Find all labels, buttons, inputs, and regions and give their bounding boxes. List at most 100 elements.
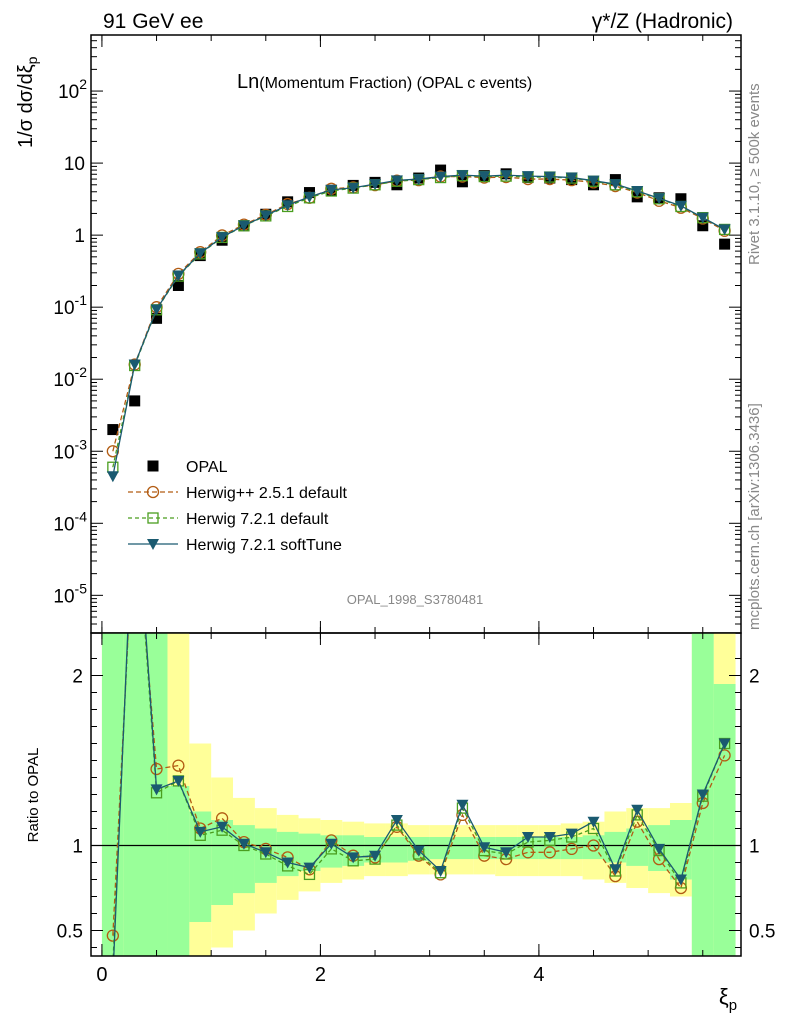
ratio-data-point xyxy=(587,839,600,852)
ratio-data-point xyxy=(565,828,578,840)
ratio-data-point xyxy=(325,838,338,850)
data-point xyxy=(521,171,534,183)
y-tick-label: 10-4 xyxy=(53,508,87,535)
y-tick-label: 10-5 xyxy=(53,580,87,607)
y-tick-label: 1 xyxy=(74,226,85,247)
data-point xyxy=(107,424,119,436)
data-point xyxy=(106,471,119,483)
data-point xyxy=(281,200,294,212)
data-point xyxy=(631,185,644,197)
ratio-y-tick-label-right: 0.5 xyxy=(749,922,775,943)
uncertainty-band-inner xyxy=(713,684,736,956)
legend-marker xyxy=(147,512,159,524)
ratio-data-point xyxy=(150,762,163,776)
y-tick-label: 10-3 xyxy=(53,436,87,463)
ratio-data-point xyxy=(674,874,687,886)
ratio-data-point xyxy=(150,784,163,796)
legend-entry: Herwig++ 2.5.1 default xyxy=(128,485,348,502)
data-point xyxy=(194,248,207,260)
ratio-plot-panel: 0.5 0.5 1 1 2 2 0 2 4 xyxy=(57,632,775,986)
analysis-watermark: OPAL_1998_S3780481 xyxy=(347,592,483,607)
x-axis-label: ξp xyxy=(719,984,737,1014)
data-point xyxy=(609,179,622,191)
ratio-data-point xyxy=(237,838,250,850)
plot-title: Ln(Momentum Fraction) (OPAL c events) xyxy=(237,71,532,93)
ratio-data-point xyxy=(412,845,425,857)
data-point xyxy=(434,171,447,183)
legend-label: OPAL xyxy=(186,459,228,476)
ratio-data-point xyxy=(390,815,403,826)
data-point xyxy=(325,184,338,196)
legend-entry: Herwig 7.2.1 softTune xyxy=(128,537,342,554)
main-y-axis-label: 1/σ dσ/dξp xyxy=(15,56,40,148)
ratio-data-point xyxy=(653,843,666,855)
series-line xyxy=(112,175,725,452)
ratio-plot-area xyxy=(91,633,741,956)
plot-title-prefix: Ln xyxy=(237,71,259,93)
ratio-data-point xyxy=(521,832,534,843)
ratio-data-point xyxy=(194,826,207,838)
legend-label: Herwig 7.2.1 softTune xyxy=(186,537,342,554)
ratio-data-point xyxy=(543,832,556,843)
main-plot-panel: 10-5 10-4 10-3 10-2 10-1 1 10 102 xyxy=(53,34,742,634)
data-point xyxy=(697,220,709,232)
x-tick-label: 4 xyxy=(533,964,544,986)
legend-entry: Herwig 7.2.1 default xyxy=(128,511,329,528)
ratio-data-point xyxy=(587,816,600,828)
ratio-data-point xyxy=(478,842,491,854)
ratio-data-point xyxy=(106,929,119,942)
uncertainty-band-inner xyxy=(451,837,474,860)
ratio-data-point xyxy=(718,738,731,750)
ratio-y-tick-label: 0.5 xyxy=(57,922,83,943)
data-point xyxy=(150,304,163,316)
data-point xyxy=(303,191,316,203)
data-point xyxy=(719,238,731,250)
data-point xyxy=(390,175,403,187)
data-point xyxy=(718,224,731,236)
ratio-y-axis-label: Ratio to OPAL xyxy=(25,748,42,843)
data-point xyxy=(369,179,382,191)
ratio-data-point xyxy=(565,842,578,856)
series-herwig-7-2-1-default xyxy=(107,169,731,473)
ratio-series-line xyxy=(112,633,726,936)
data-point xyxy=(128,359,141,371)
data-point xyxy=(675,193,687,205)
y-tick-label: 102 xyxy=(58,76,87,103)
data-point xyxy=(172,270,185,282)
uncertainty-band-inner xyxy=(669,820,692,880)
data-point xyxy=(543,171,556,183)
data-point xyxy=(237,220,250,232)
header-left-label: 91 GeV ee xyxy=(103,10,203,33)
ratio-y-tick-label-right: 1 xyxy=(749,837,760,858)
data-point xyxy=(500,170,513,182)
series-herwig-2-5-1-default xyxy=(106,170,731,458)
uncertainty-band-inner xyxy=(276,831,299,877)
uncertainty-band-inner xyxy=(626,828,649,866)
data-point xyxy=(565,172,578,184)
series-line xyxy=(112,174,725,477)
y-tick-label: 10-2 xyxy=(53,364,87,391)
data-point xyxy=(172,279,184,291)
uncertainty-band-inner xyxy=(123,633,168,956)
data-point xyxy=(435,164,447,176)
legend: OPAL Herwig++ 2.5.1 default Herwig 7.2.1 d… xyxy=(128,459,348,554)
ratio-y-tick-label: 1 xyxy=(72,837,83,858)
ratio-data-point xyxy=(216,821,229,833)
x-tick-label: 2 xyxy=(315,964,326,986)
y-tick-label: 10-1 xyxy=(53,292,87,319)
rivet-version-label: Rivet 3.1.10, ≥ 500k events xyxy=(746,83,763,265)
plot-title-suffix: (Momentum Fraction) (OPAL c events) xyxy=(259,75,532,92)
data-point xyxy=(653,193,666,205)
ratio-y-tick-label-right: 2 xyxy=(749,667,760,688)
legend-marker xyxy=(146,485,160,499)
data-point xyxy=(478,171,491,183)
data-point xyxy=(587,175,600,187)
series-line xyxy=(112,174,725,468)
ratio-data-point xyxy=(172,759,185,772)
data-point xyxy=(674,200,687,212)
uncertainty-band-inner xyxy=(167,786,190,956)
ratio-data-point xyxy=(543,846,556,859)
legend-label: Herwig 7.2.1 default xyxy=(186,511,329,528)
series-opal xyxy=(107,164,731,436)
legend-label: Herwig++ 2.5.1 default xyxy=(186,485,348,502)
